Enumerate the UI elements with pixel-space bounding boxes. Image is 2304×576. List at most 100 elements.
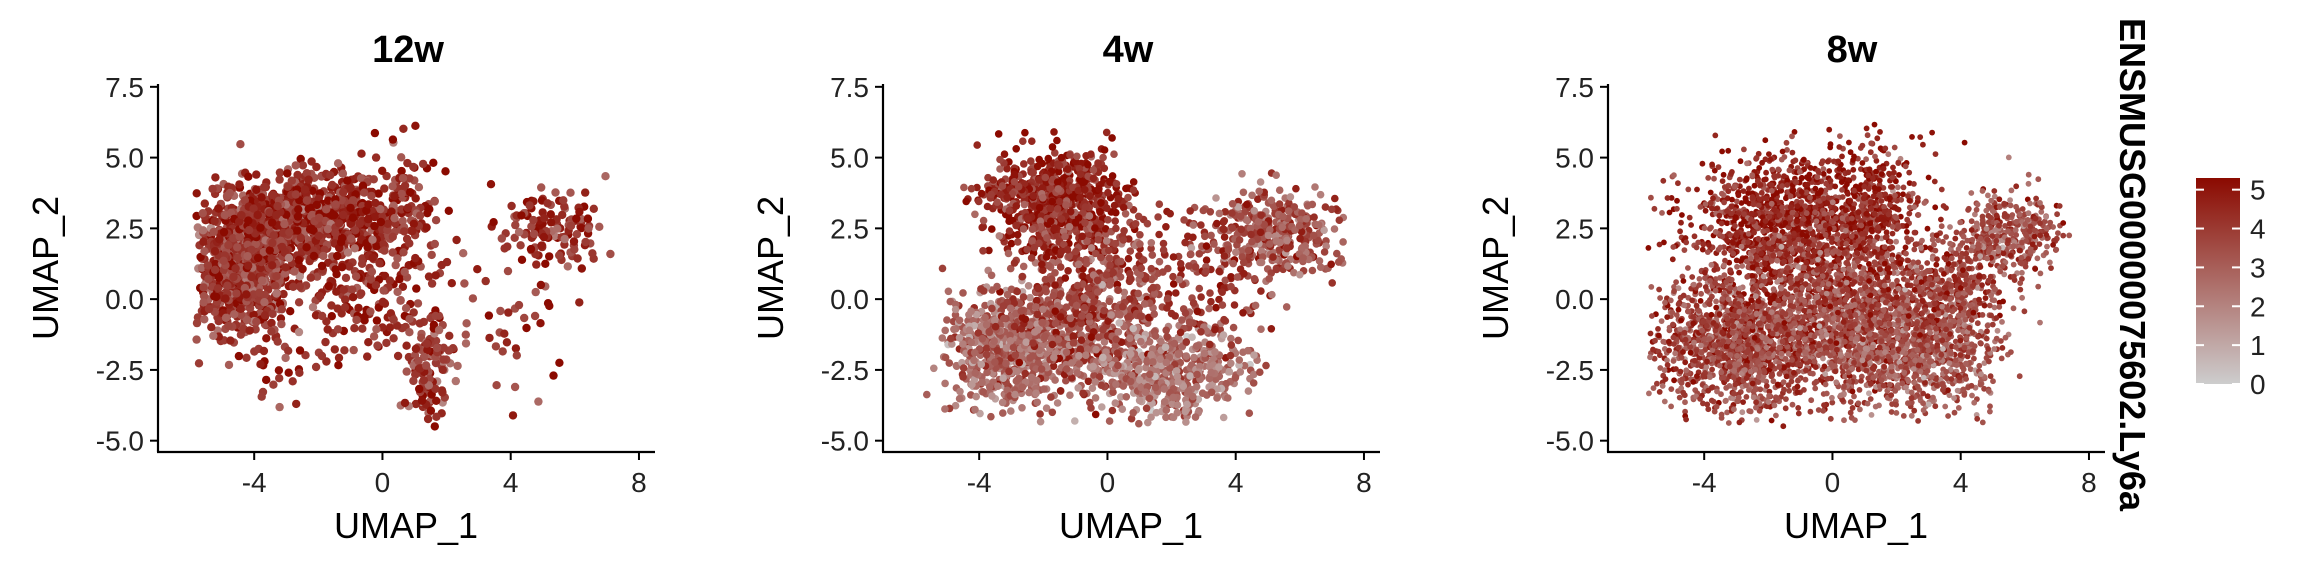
scatter-point [1219,413,1228,422]
scatter-point [1027,254,1036,262]
scatter-point [1173,401,1182,409]
scatter-point [1100,146,1109,154]
scatter-point [244,226,254,235]
scatter-point [1013,287,1021,296]
scatter-point [1055,197,1064,206]
scatter-point [1013,367,1021,376]
scatter-point [1330,225,1339,233]
scatter-point [348,285,357,294]
scatter-point [312,200,321,210]
scatter-point [545,252,554,261]
scatter-point [219,256,228,265]
scatter-point [212,292,221,302]
scatter-point [441,167,450,176]
scatter-point [510,382,520,392]
scatter-point [1029,339,1037,347]
scatter-point [1296,234,1304,243]
scatter-point [584,224,593,233]
scatter-point [1127,275,1135,283]
scatter-point [331,200,340,209]
scatter-point [1097,199,1105,207]
scatter-point [431,311,440,321]
scatter-point [291,161,300,170]
scatter-point [341,295,350,304]
scatter-point [422,339,431,348]
scatter-point [412,284,421,293]
scatter-point [1126,377,1135,386]
scatter-point [1095,185,1103,193]
scatter-point [1118,405,1127,414]
scatter-point [314,231,324,240]
scatter-point [1284,207,1293,215]
scatter-point [1011,390,1019,399]
scatter-point [1039,305,1047,314]
scatter-point [977,360,986,369]
scatter-point [447,279,456,288]
scatter-point [390,214,399,223]
x-tick-label: 8 [631,467,647,498]
scatter-point [370,128,380,138]
scatter-point [269,380,278,389]
scatter-point [427,279,437,288]
scatter-point [1018,272,1026,281]
panel-12w: 12w -5.0-2.50.02.55.07.5 -4 0 4 8 UMAP_1 UM… [25,29,655,546]
scatter-point [514,300,524,310]
scatter-point [253,210,262,220]
scatter-point [1238,170,1246,178]
scatter-point [1005,206,1014,215]
scatter-point [1092,345,1100,354]
scatter-point [300,185,310,194]
scatter-point [530,311,540,321]
scatter-point [1006,304,1015,313]
scatter-point [1007,239,1016,248]
scatter-point [1182,352,1191,360]
scatter-point [979,388,987,396]
scatter-point [1085,212,1094,220]
scatter-point [268,261,277,270]
scatter-point [1182,418,1190,426]
scatter-point [956,387,964,396]
scatter-point [1169,393,1178,402]
scatter-point [257,392,266,401]
scatter-point [1066,314,1075,323]
scatter-point [1020,160,1028,168]
scatter-point [982,321,991,329]
scatter-point [302,196,312,205]
scatter-point [1036,417,1045,426]
scatter-point [1018,404,1026,412]
scatter-point [372,316,382,325]
scatter-point [507,201,516,211]
scatter-point [358,181,368,190]
scatter-point [1152,408,1161,417]
scatter-point [977,285,985,293]
scatter-point [1105,417,1114,425]
scatter-point [198,226,208,235]
scatter-point [572,230,582,239]
scatter-point [409,376,418,386]
scatter-point [348,213,358,222]
scatter-point [971,405,979,414]
scatter-point [244,261,253,270]
scatter-point [1011,351,1020,359]
scatter-point [244,216,253,225]
scatter-point [1080,294,1088,302]
scatter-point [340,346,349,355]
scatter-point [409,162,418,172]
scatter-point [581,188,590,197]
scatter-point [1266,240,1274,248]
scatter-point [408,226,417,236]
scatter-point [1054,335,1063,344]
scatter-point [219,227,229,237]
scatter-point [236,310,246,319]
panel-title: 12w [372,29,444,71]
scatter-point [1135,396,1144,405]
scatter-point [271,281,280,290]
scatter-point [1126,247,1135,255]
scatter-point [242,290,251,299]
scatter-point [1235,356,1244,364]
scatter-point [284,368,293,377]
scatter-point [214,317,223,326]
scatter-point [1206,208,1215,216]
scatter-point [1136,240,1144,248]
scatter-point [1180,216,1188,224]
